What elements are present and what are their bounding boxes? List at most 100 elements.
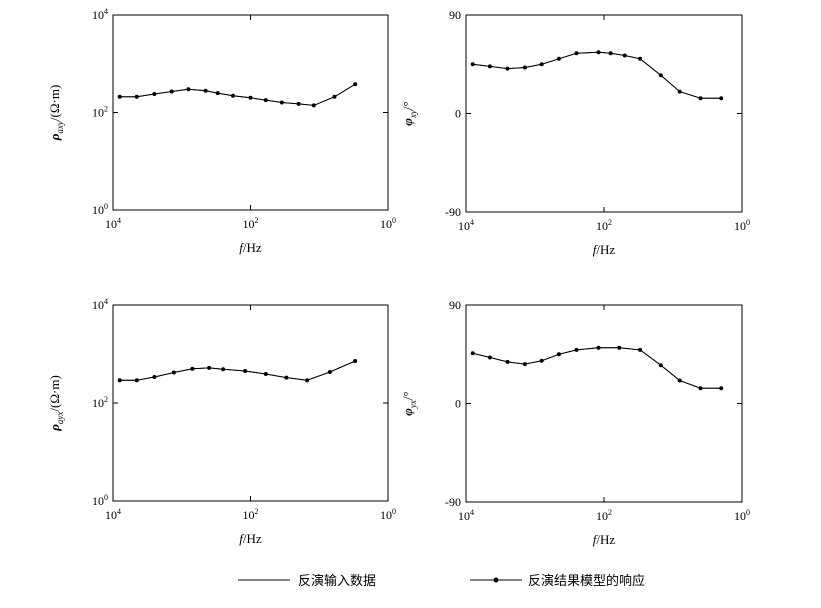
plot-frame [112, 14, 389, 211]
x-axis-label: f/Hz [239, 240, 262, 255]
data-point [284, 375, 289, 380]
y-tick-label: 102 [92, 395, 108, 410]
data-point [638, 56, 643, 61]
data-point [203, 88, 208, 93]
series-model-line [472, 51, 722, 99]
data-point [169, 89, 174, 94]
data-point [263, 98, 268, 103]
data-point [487, 355, 492, 360]
data-point [574, 51, 579, 56]
data-point [248, 95, 253, 100]
data-point [596, 345, 601, 350]
x-axis-label: f/Hz [239, 531, 262, 546]
data-point [152, 92, 157, 96]
x-tick-label: 102 [243, 216, 259, 231]
data-point [243, 369, 248, 373]
data-point [117, 378, 122, 383]
data-point [190, 366, 195, 371]
y-tick-label: 90 [449, 298, 461, 312]
x-tick-label: 100 [380, 216, 396, 231]
data-point [171, 370, 176, 375]
x-axis-label: f/Hz [593, 532, 616, 547]
y-tick-label: 90 [449, 8, 461, 22]
data-point [677, 89, 682, 94]
data-point [522, 65, 527, 70]
data-point [305, 378, 310, 383]
data-point [608, 51, 613, 56]
data-point [296, 101, 301, 106]
y-tick-label: 0 [455, 107, 461, 121]
data-point [505, 359, 510, 364]
y-tick-label: 0 [455, 397, 461, 411]
plot-frame [465, 304, 743, 503]
x-tick-label: 102 [596, 508, 612, 523]
y-tick-label: 100 [92, 202, 108, 217]
data-point [263, 372, 268, 376]
y-axis-label: ρayx/(Ω·m) [47, 375, 65, 432]
y-axis-label: φxy/° [400, 101, 418, 125]
series-model-line [472, 347, 722, 389]
plot-frame [465, 14, 743, 213]
data-point [658, 363, 663, 368]
x-tick-label: 100 [380, 507, 396, 522]
data-point [332, 94, 337, 99]
data-point [327, 370, 332, 374]
data-point [698, 386, 703, 391]
y-tick-label: 104 [92, 7, 108, 22]
data-point [279, 100, 284, 105]
data-point [487, 64, 492, 69]
data-point [698, 96, 703, 101]
data-point [311, 103, 316, 108]
data-point [719, 386, 724, 391]
y-axis-label: ρaxy/(Ω·m) [47, 85, 65, 142]
y-tick-label: -90 [445, 205, 461, 219]
y-tick-label: 102 [92, 105, 108, 120]
data-point [134, 378, 139, 383]
x-tick-label: 104 [105, 216, 121, 231]
data-point [677, 378, 682, 383]
data-point [556, 56, 561, 61]
x-tick-label: 100 [734, 508, 750, 523]
data-point [221, 367, 226, 372]
panel-phi_xy: 104 102 100 90 0 -90 φxy/° f/Hz [400, 8, 750, 257]
series-input-line [472, 51, 722, 99]
y-tick-label: 100 [92, 493, 108, 508]
x-tick-label: 102 [596, 218, 612, 233]
data-point [596, 50, 601, 55]
data-point [617, 345, 622, 350]
data-point [622, 53, 627, 58]
data-point [231, 93, 235, 98]
legend-input-label: 反演输入数据 [298, 573, 376, 589]
panel-phi_yx: 104 102 100 90 0 -90 φyx/° f/Hz [400, 298, 750, 547]
data-point [207, 365, 212, 370]
data-point [539, 62, 544, 67]
y-axis-label: φyx/° [400, 391, 418, 415]
data-point [152, 375, 157, 379]
data-point [522, 362, 527, 367]
data-point [134, 94, 139, 99]
data-point [215, 91, 220, 96]
x-tick-label: 100 [734, 218, 750, 233]
data-point [470, 62, 475, 67]
data-point [539, 358, 544, 363]
legend: 反演输入数据 反演结果模型的响应 [238, 573, 645, 589]
plot-frame [112, 304, 389, 502]
data-point [117, 94, 122, 99]
data-point [353, 359, 358, 363]
data-point [353, 82, 358, 87]
data-point [470, 351, 475, 356]
x-axis-label: f/Hz [593, 242, 616, 257]
data-point [658, 73, 663, 78]
x-tick-label: 104 [105, 507, 121, 522]
legend-model-label: 反演结果模型的响应 [528, 573, 645, 589]
x-tick-label: 102 [243, 507, 259, 522]
data-point [505, 66, 510, 71]
data-point [719, 96, 724, 101]
y-tick-label: -90 [445, 495, 461, 509]
x-tick-label: 104 [458, 218, 474, 233]
x-tick-label: 104 [458, 508, 474, 523]
y-tick-label: 104 [92, 297, 108, 312]
